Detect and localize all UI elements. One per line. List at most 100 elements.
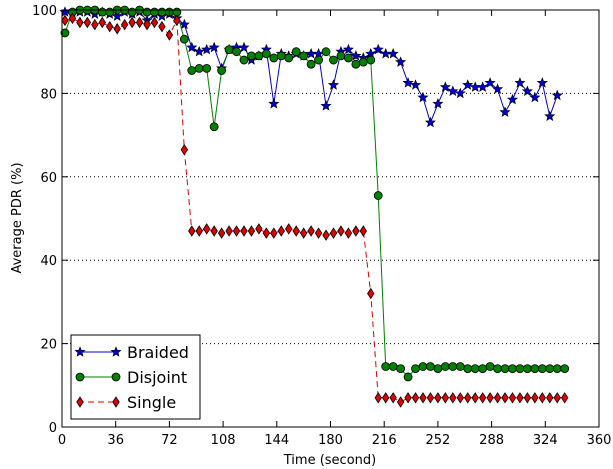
point-single <box>441 392 450 404</box>
point-disjoint <box>523 364 532 374</box>
point-single <box>367 287 375 300</box>
point-single <box>464 392 472 404</box>
point-disjoint <box>366 55 376 65</box>
point-single <box>486 392 494 404</box>
point-disjoint <box>336 51 346 61</box>
point-braided <box>193 45 205 57</box>
point-disjoint <box>127 7 137 17</box>
point-single <box>456 392 464 404</box>
legend-label-braided: Braided <box>127 343 189 362</box>
point-disjoint <box>560 364 570 374</box>
y-tick-label: 100 <box>32 4 57 19</box>
y-tick-label: 40 <box>40 254 57 269</box>
point-single <box>344 227 353 239</box>
x-tick-label: 360 <box>587 433 612 448</box>
point-single <box>314 227 323 239</box>
point-disjoint <box>187 66 197 75</box>
point-disjoint <box>545 364 555 374</box>
point-disjoint <box>202 63 212 73</box>
legend-marker-braided <box>110 346 122 357</box>
point-single <box>76 16 84 29</box>
point-single <box>143 18 151 31</box>
point-disjoint <box>329 55 338 65</box>
point-braided <box>178 18 190 30</box>
point-disjoint <box>485 362 495 371</box>
point-single <box>389 392 397 404</box>
point-disjoint <box>373 191 383 200</box>
point-braided <box>432 98 444 109</box>
point-braided <box>499 106 511 117</box>
series-layer <box>59 5 570 408</box>
point-braided <box>402 77 414 88</box>
point-disjoint <box>388 362 398 371</box>
point-disjoint <box>321 47 331 57</box>
point-single <box>471 392 479 404</box>
point-single <box>203 223 211 235</box>
point-disjoint <box>448 362 458 371</box>
point-single <box>299 227 308 239</box>
point-braided <box>529 91 541 103</box>
point-braided <box>551 89 563 101</box>
point-braided <box>454 87 466 99</box>
y-tick-label: 80 <box>40 87 57 102</box>
point-braided <box>186 41 198 53</box>
point-single <box>531 392 539 404</box>
point-disjoint <box>247 51 256 61</box>
point-braided <box>477 81 489 92</box>
point-disjoint <box>381 362 391 371</box>
point-single <box>322 229 330 241</box>
point-disjoint <box>60 28 70 38</box>
point-single <box>106 20 114 33</box>
point-single <box>516 392 524 404</box>
point-disjoint <box>314 55 323 65</box>
point-disjoint <box>530 364 540 374</box>
point-disjoint <box>411 364 420 374</box>
point-single <box>135 16 144 29</box>
point-single <box>173 14 181 27</box>
point-single <box>150 16 159 29</box>
point-single <box>217 227 226 239</box>
point-single <box>158 20 166 33</box>
point-braided <box>462 79 474 90</box>
point-disjoint <box>426 362 435 371</box>
legend-marker-braided <box>74 346 86 357</box>
point-braided <box>439 81 451 92</box>
point-braided <box>506 93 519 105</box>
x-tick-label: 216 <box>372 433 397 448</box>
point-disjoint <box>97 7 107 17</box>
point-single <box>434 392 442 404</box>
x-tick-label: 72 <box>161 433 178 448</box>
point-single <box>188 225 196 237</box>
point-disjoint <box>515 364 525 374</box>
point-braided <box>342 43 354 55</box>
grid-lines <box>62 92 599 345</box>
point-disjoint <box>351 59 361 69</box>
point-single <box>61 14 69 27</box>
point-single <box>91 18 99 31</box>
point-braided <box>111 10 123 21</box>
point-braided <box>380 47 392 59</box>
point-single <box>180 143 188 156</box>
point-disjoint <box>306 59 316 69</box>
point-braided <box>238 41 250 53</box>
point-disjoint <box>150 7 159 17</box>
legend-marker-disjoint <box>75 372 85 382</box>
point-disjoint <box>239 55 249 65</box>
point-disjoint <box>142 7 152 17</box>
point-single <box>240 225 248 237</box>
x-tick-label: 324 <box>533 433 558 448</box>
point-single <box>419 392 427 404</box>
point-braided <box>410 79 422 90</box>
point-single <box>508 392 517 404</box>
point-single <box>411 392 420 404</box>
point-disjoint <box>455 362 465 371</box>
point-disjoint <box>552 364 562 374</box>
x-tick-label: 36 <box>107 433 124 448</box>
point-single <box>210 225 218 237</box>
point-disjoint <box>217 66 227 75</box>
point-braided <box>208 41 220 53</box>
series-disjoint <box>60 5 570 382</box>
point-disjoint <box>194 63 204 73</box>
point-single <box>382 392 390 404</box>
point-braided <box>320 100 332 111</box>
